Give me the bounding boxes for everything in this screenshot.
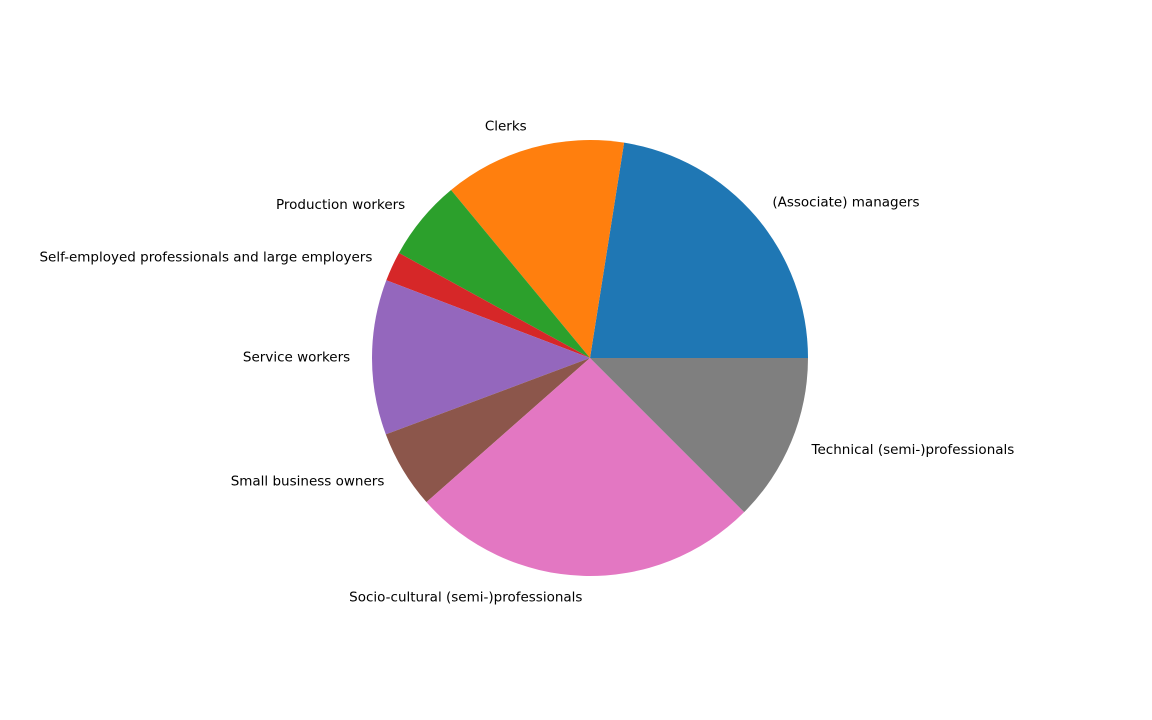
pie-slices	[371, 139, 808, 577]
pie-label-production-workers: Production workers	[276, 197, 405, 213]
pie-label-small-business-owners: Small business owners	[231, 473, 385, 489]
pie-slice-associate-managers	[590, 142, 808, 358]
pie-label-associate-managers: (Associate) managers	[772, 194, 919, 210]
pie-slice-technical-semi-professionals	[590, 358, 808, 513]
pie-slice-small-business-owners	[385, 358, 590, 503]
pie-slice-socio-cultural-semi-professionals	[426, 358, 745, 577]
pie-slice-self-employed-professionals-and-large-employers	[386, 252, 590, 358]
pie-label-service-workers: Service workers	[243, 349, 350, 365]
pie-slice-production-workers	[398, 190, 590, 358]
pie-label-clerks: Clerks	[485, 119, 527, 135]
pie-label-socio-cultural-semi-professionals: Socio-cultural (semi-)professionals	[349, 590, 582, 606]
pie-label-technical-semi-professionals: Technical (semi-)professionals	[811, 442, 1015, 458]
pie-label-self-employed-professionals-and-large-employers: Self-employed professionals and large em…	[39, 249, 372, 265]
pie-slice-service-workers	[371, 280, 590, 435]
pie-labels: (Associate) managers Clerks Production wor…	[39, 119, 1014, 606]
pie-slice-clerks	[451, 139, 625, 358]
